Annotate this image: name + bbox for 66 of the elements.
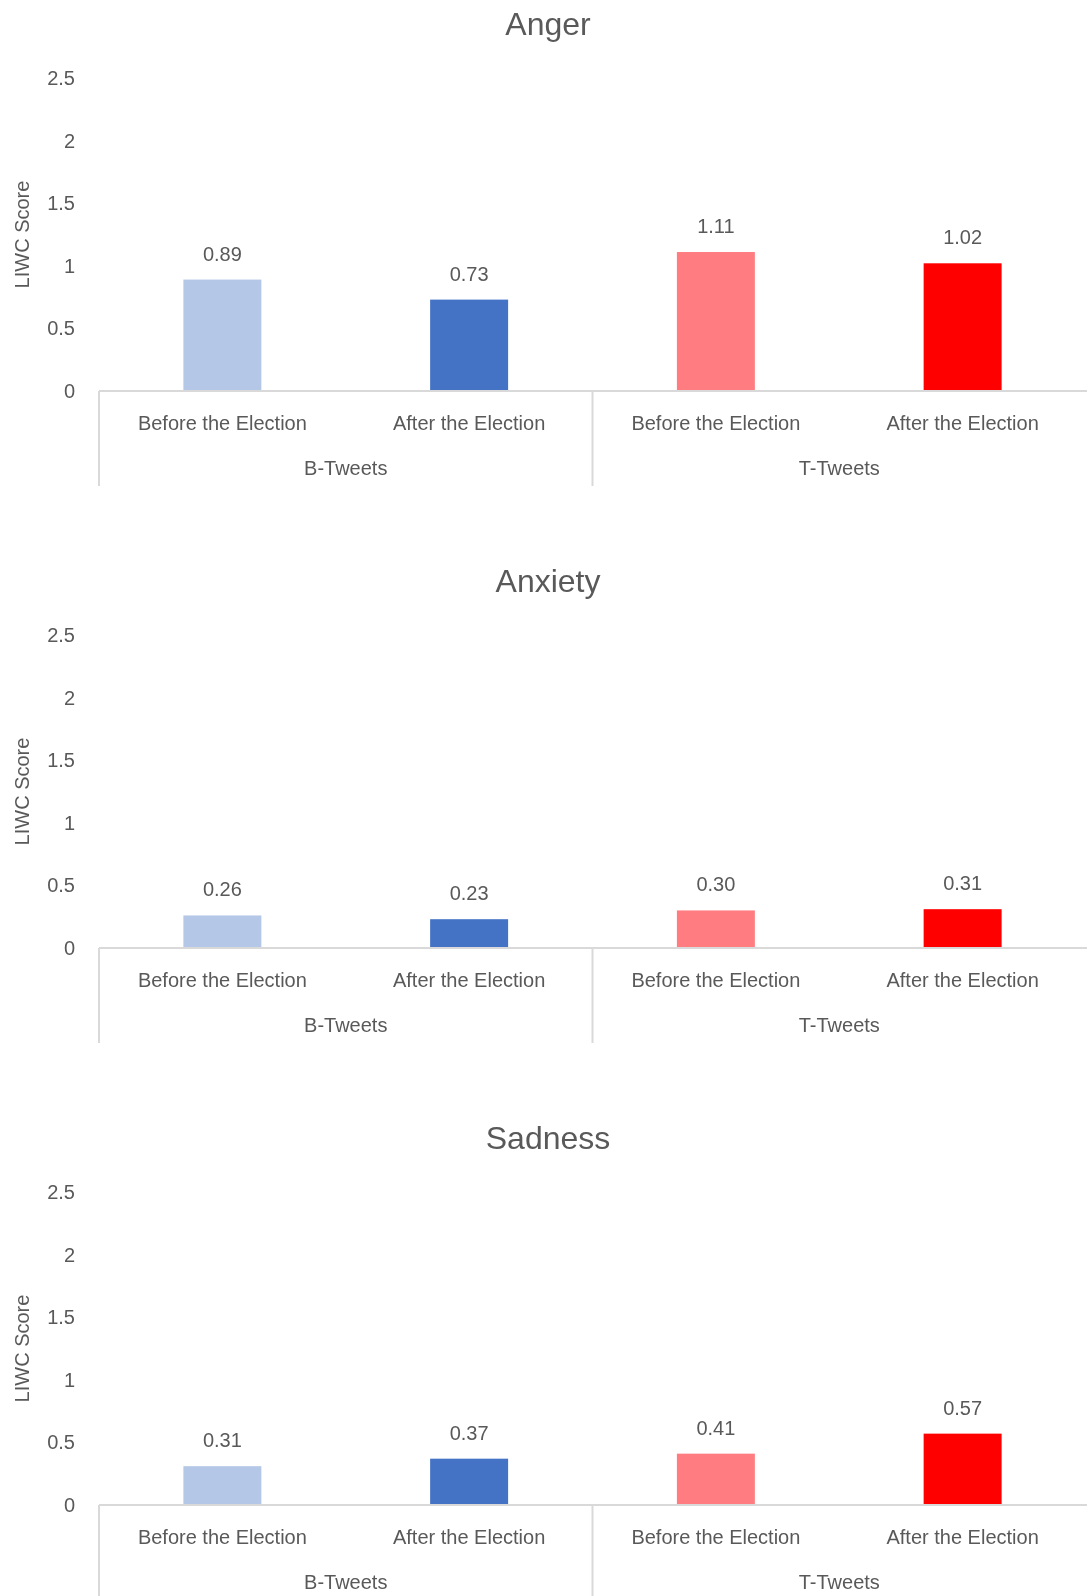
bar [183,1466,262,1505]
y-tick-label: 2 [63,686,75,709]
text: B-Tweets [304,1571,388,1593]
bar [923,909,1002,948]
y-tick-label: 1 [63,254,75,277]
y-tick-label: 0 [63,380,75,402]
y-axis-title: LIWC Score [11,737,33,846]
y-tick-label: 2.5 [47,1181,75,1203]
y-tick-label: 0 [63,1494,75,1516]
x-tick-label: After the Election [392,969,546,991]
y-tick-label: 1 [63,1368,75,1391]
data-label: 0.89 [202,242,242,265]
y-tick-label: 2 [63,1243,75,1266]
x-tick-label: Before the Election [631,412,801,434]
chart-title: Anger [505,6,592,42]
bar [183,915,262,948]
x-tick-label: Before the Election [137,412,307,434]
data-label: 0.73 [449,262,489,285]
x-tick-label: Before the Election [631,1526,801,1548]
text: B-Tweets [304,1014,388,1036]
bar [923,263,1002,391]
y-tick-label: 0.5 [47,874,75,897]
bar [676,910,755,948]
data-label: 0.37 [449,1421,489,1444]
text: B-Tweets [304,457,388,479]
data-label: 0.23 [449,882,489,905]
bar [183,279,262,391]
chart-title: Anxiety [495,563,601,599]
data-label: 0.41 [696,1416,736,1439]
y-axis-title: LIWC Score [11,1294,33,1403]
x-tick-label: After the Election [392,1526,546,1548]
data-label: 0.26 [202,878,242,901]
x-tick-label: After the Election [392,412,546,434]
bar [430,919,509,948]
x-tick-label: Before the Election [137,1526,307,1548]
y-axis-title: LIWC Score [11,180,33,289]
x-tick-label: After the Election [886,412,1039,434]
y-tick-label: 0.5 [47,1431,75,1454]
y-tick-label: 0.5 [47,317,75,340]
y-tick-label: 1 [63,811,75,834]
chart-title: Sadness [485,1120,611,1156]
x-tick-label: After the Election [886,969,1039,991]
y-tick-label: 2 [63,129,75,152]
data-label: 0.31 [202,1429,242,1452]
y-tick-label: 2.5 [47,624,75,646]
y-tick-label: 2.5 [47,67,75,89]
data-label: 0.30 [696,873,736,896]
data-label: 0.31 [943,872,983,895]
y-tick-label: 1.5 [47,192,75,215]
bar [923,1433,1002,1505]
bar [430,299,509,391]
y-tick-label: 0 [63,937,75,959]
data-label: 1.11 [697,215,735,238]
x-tick-label: Before the Election [631,969,801,991]
bar [676,252,755,391]
x-tick-label: After the Election [886,1526,1039,1548]
data-label: 0.57 [943,1396,983,1419]
text: T-Tweets [798,1571,880,1593]
text: T-Tweets [798,1014,880,1036]
bar [430,1458,509,1505]
bar [676,1453,755,1505]
y-tick-label: 1.5 [47,1306,75,1329]
data-label: 1.02 [943,226,983,249]
x-tick-label: Before the Election [137,969,307,991]
y-tick-label: 1.5 [47,749,75,772]
text: T-Tweets [798,457,880,479]
